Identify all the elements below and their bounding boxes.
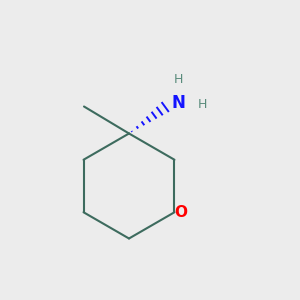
Text: N: N [172,94,185,112]
Text: O: O [174,205,187,220]
Text: H: H [174,73,183,86]
Text: H: H [198,98,207,112]
